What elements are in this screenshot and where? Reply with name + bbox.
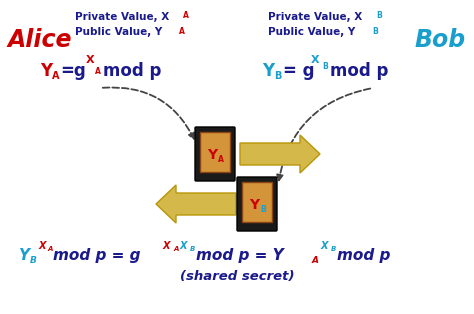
Text: Y: Y <box>40 62 52 80</box>
Text: B: B <box>331 246 337 252</box>
Text: Private Value, X: Private Value, X <box>268 12 362 22</box>
Text: mod p = g: mod p = g <box>53 248 140 263</box>
Text: B: B <box>30 256 37 265</box>
Text: Y: Y <box>18 248 29 263</box>
Text: A: A <box>179 27 185 36</box>
Text: A: A <box>52 71 60 81</box>
Text: X: X <box>86 55 95 65</box>
Text: B: B <box>274 71 282 81</box>
Text: Public Value, Y: Public Value, Y <box>268 27 355 37</box>
Text: X: X <box>311 55 319 65</box>
Text: Alice: Alice <box>8 28 73 52</box>
Polygon shape <box>156 185 236 223</box>
Text: B: B <box>190 246 195 252</box>
Text: A: A <box>183 11 189 20</box>
Text: A: A <box>95 67 101 76</box>
Text: Y: Y <box>262 62 274 80</box>
Text: mod p: mod p <box>337 248 391 263</box>
FancyBboxPatch shape <box>242 182 272 222</box>
Text: mod p: mod p <box>330 62 388 80</box>
Text: mod p: mod p <box>103 62 161 80</box>
FancyBboxPatch shape <box>195 127 235 181</box>
Polygon shape <box>240 135 320 173</box>
FancyBboxPatch shape <box>200 132 230 172</box>
Text: X: X <box>163 241 171 251</box>
Text: Public Value, Y: Public Value, Y <box>75 27 162 37</box>
FancyBboxPatch shape <box>237 177 277 231</box>
Text: A: A <box>47 246 52 252</box>
Text: (shared secret): (shared secret) <box>180 270 294 283</box>
Text: A: A <box>218 155 224 164</box>
Text: Bob: Bob <box>415 28 466 52</box>
Text: A: A <box>312 256 319 265</box>
Text: X: X <box>321 241 328 251</box>
Text: =g: =g <box>60 62 86 80</box>
Text: Private Value, X: Private Value, X <box>75 12 169 22</box>
Text: Y: Y <box>249 198 259 212</box>
Text: X: X <box>180 241 188 251</box>
Text: B: B <box>260 205 266 214</box>
Text: A: A <box>173 246 178 252</box>
Text: B: B <box>376 11 382 20</box>
Text: Y: Y <box>207 148 217 162</box>
Text: B: B <box>322 62 328 71</box>
Text: = g: = g <box>283 62 315 80</box>
Text: mod p = Y: mod p = Y <box>196 248 283 263</box>
Text: X: X <box>38 241 46 251</box>
Text: B: B <box>372 27 378 36</box>
